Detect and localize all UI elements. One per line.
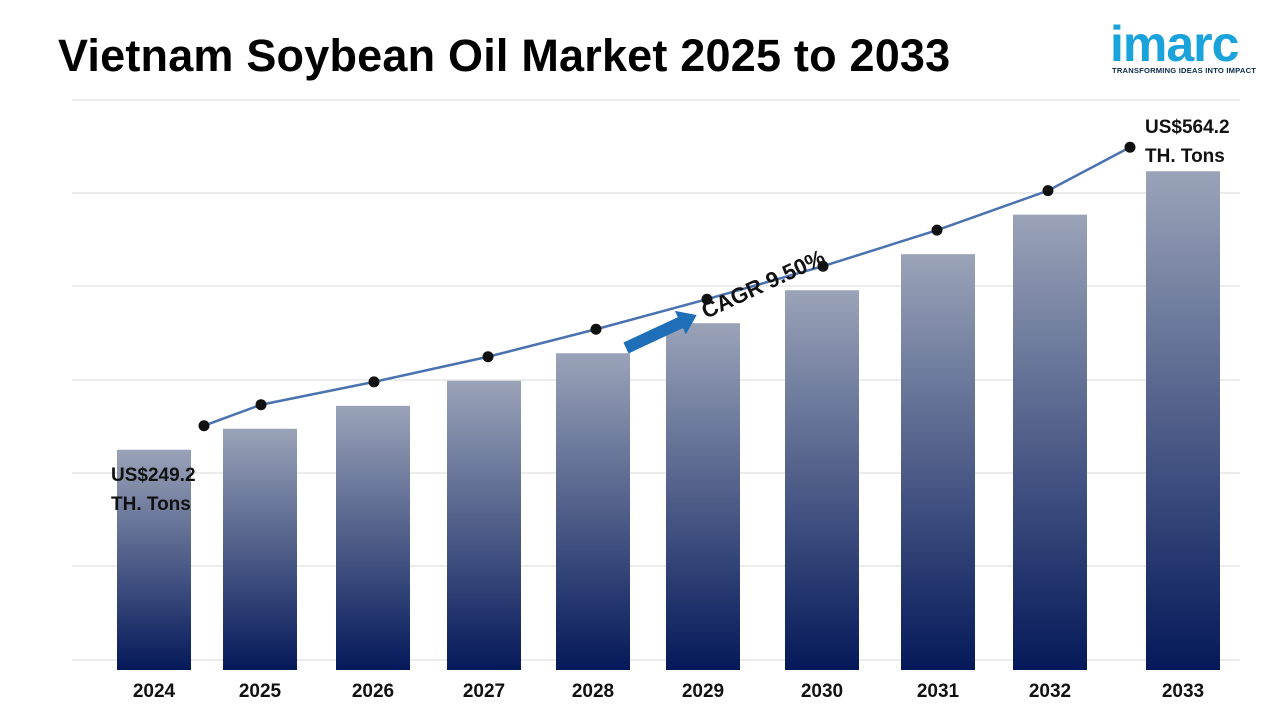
logo-tagline: TRANSFORMING IDEAS INTO IMPACT <box>1112 66 1257 75</box>
end-value: US$564.2 <box>1145 117 1230 138</box>
bar-series <box>117 171 1220 671</box>
end-value-label: US$564.2 TH. Tons <box>1145 113 1230 171</box>
bar-2027 <box>447 380 521 670</box>
bar-2031 <box>901 254 975 671</box>
x-tick-2032: 2032 <box>1029 681 1071 702</box>
logo-wordmark: imarc <box>1110 16 1239 72</box>
bar-2025 <box>223 428 297 670</box>
x-tick-2026: 2026 <box>352 681 394 702</box>
start-value-label: US$249.2 TH. Tons <box>111 461 196 519</box>
x-tick-2033: 2033 <box>1162 681 1204 702</box>
bar-2028 <box>556 353 630 670</box>
x-tick-2030: 2030 <box>801 681 843 702</box>
start-value: US$249.2 <box>111 465 196 486</box>
cagr-arrow <box>623 310 697 354</box>
bar-2030 <box>785 290 859 670</box>
x-tick-2024: 2024 <box>133 681 176 702</box>
marker-2029 <box>701 293 713 305</box>
marker-2024 <box>198 420 210 432</box>
bar-2032 <box>1013 214 1087 670</box>
x-tick-2031: 2031 <box>917 681 960 702</box>
marker-2030 <box>817 260 829 272</box>
x-tick-2025: 2025 <box>239 681 282 702</box>
trend-line <box>198 141 1136 432</box>
imarc-logo: imarc TRANSFORMING IDEAS INTO IMPACT <box>1108 8 1276 78</box>
x-tick-2028: 2028 <box>572 681 614 702</box>
bar-2033 <box>1146 171 1220 670</box>
marker-2033 <box>1124 141 1136 153</box>
trend-polyline <box>203 146 1131 427</box>
cagr-arrow-shaft <box>623 316 685 354</box>
x-tick-2027: 2027 <box>463 681 505 702</box>
start-unit: TH. Tons <box>111 494 191 515</box>
page-title: Vietnam Soybean Oil Market 2025 to 2033 <box>58 30 951 81</box>
bar-2026 <box>336 405 410 670</box>
end-unit: TH. Tons <box>1145 146 1225 167</box>
marker-2031 <box>931 224 943 236</box>
bar-2024 <box>117 449 191 670</box>
x-tick-2029: 2029 <box>682 681 724 702</box>
x-axis-tick-labels: 2024 2025 2026 2027 2028 2029 2030 2031 2032 2033 <box>133 681 1204 702</box>
marker-2028 <box>590 323 602 335</box>
marker-2026 <box>368 376 380 388</box>
cagr-arrow-head <box>674 310 697 335</box>
marker-2025 <box>255 399 267 411</box>
marker-2032 <box>1042 185 1054 197</box>
bar-2029 <box>666 323 740 670</box>
marker-2027 <box>482 351 494 363</box>
